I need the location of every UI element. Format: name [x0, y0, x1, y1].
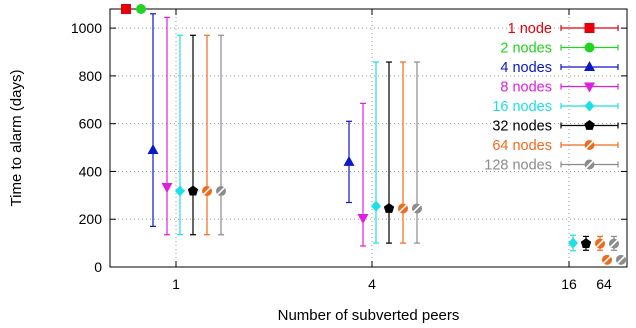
data-point [147, 143, 159, 154]
legend-marker [584, 159, 595, 170]
data-point-stroke [609, 239, 619, 248]
data-point [580, 238, 592, 248]
data-point [343, 155, 355, 166]
legend-label: 2 nodes [500, 41, 552, 57]
data-markers [121, 4, 626, 265]
data-point [412, 203, 422, 214]
data-point [609, 238, 619, 249]
x-tick-label: 16 [561, 276, 577, 292]
data-point [121, 4, 131, 14]
legend-marker [584, 61, 595, 71]
y-tick-label: 600 [79, 116, 103, 132]
legend-label: 16 nodes [492, 99, 552, 115]
data-point [187, 185, 199, 196]
data-point [398, 203, 408, 214]
data-point-stroke [602, 255, 612, 264]
x-tick-label: 64 [596, 276, 612, 292]
data-point-stroke [595, 239, 605, 248]
legend-label: 128 nodes [484, 158, 552, 174]
legend-label: 1 node [508, 21, 552, 37]
data-point-stroke [398, 204, 408, 213]
data-point-stroke [216, 186, 226, 196]
x-tick-label: 1 [172, 276, 180, 292]
legend: 1 node 2 nodes 4 nodes 8 nodes 16 nodes 32 no… [484, 21, 619, 174]
plot-frame [109, 8, 628, 268]
data-point [602, 254, 612, 265]
y-tick-label: 0 [94, 259, 102, 275]
data-point [568, 237, 578, 249]
legend-marker [584, 42, 595, 53]
legend-marker [584, 120, 595, 130]
data-point [161, 182, 173, 193]
data-point-stroke [412, 204, 422, 213]
legend-label: 32 nodes [492, 119, 552, 135]
y-tick-label: 800 [79, 68, 103, 84]
x-tick-label: 4 [368, 276, 376, 292]
data-point [175, 185, 185, 197]
data-point [383, 203, 395, 213]
legend-label: 8 nodes [500, 80, 552, 96]
legend-label: 4 nodes [500, 60, 552, 76]
legend-marker-stroke [585, 160, 594, 169]
data-point [595, 238, 605, 249]
y-axis-label: Time to alarm (days) [8, 70, 25, 207]
legend-marker [584, 23, 595, 33]
data-point [371, 200, 381, 212]
grid [110, 9, 627, 267]
data-point-stroke [616, 255, 626, 264]
data-point [616, 254, 626, 265]
data-point-stroke [202, 186, 212, 196]
y-tick-label: 1000 [71, 20, 102, 36]
x-axis-label: Number of subverted peers [278, 307, 460, 324]
y-tick-label: 200 [79, 211, 103, 227]
legend-marker-stroke [585, 140, 594, 150]
legend-label: 64 nodes [492, 138, 552, 154]
data-point [216, 186, 226, 197]
axes: 0 200 400 600 800 1000 1 4 16 64 [71, 8, 628, 292]
legend-marker [584, 82, 595, 93]
legend-marker [584, 140, 595, 150]
y-tick-label: 400 [79, 163, 103, 179]
data-point [357, 214, 369, 225]
legend-marker [584, 100, 595, 112]
data-point [136, 4, 146, 14]
data-point [202, 186, 212, 197]
